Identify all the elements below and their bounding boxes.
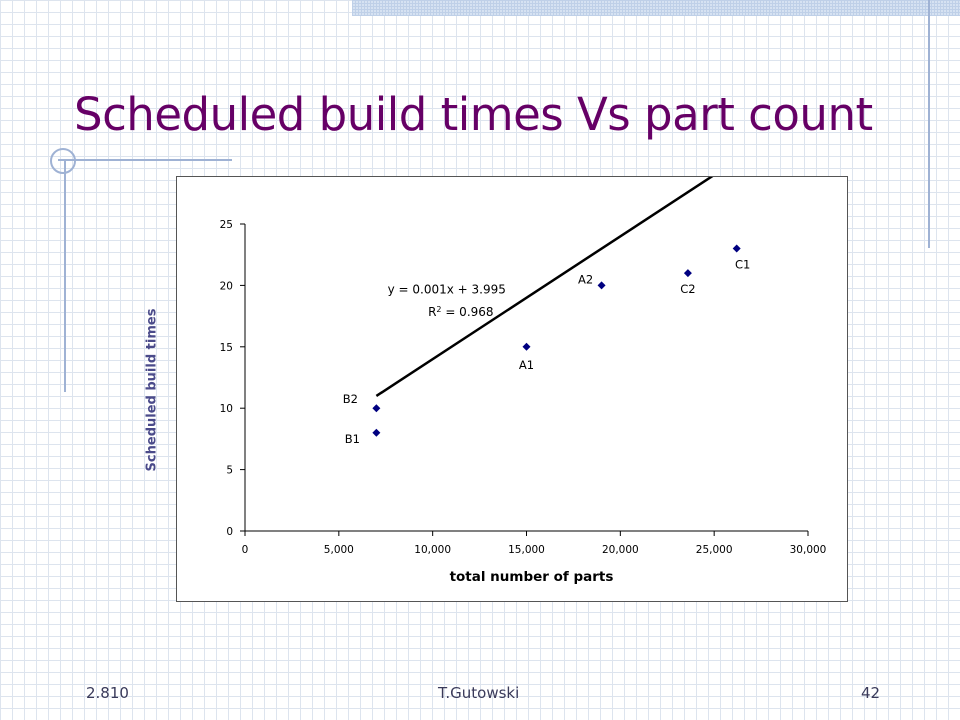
slide-title: Scheduled build times Vs part count (74, 88, 873, 141)
x-tick-label: 30,000 (790, 544, 827, 556)
footer-page-number: 42 (861, 684, 881, 702)
scatter-chart: 0 5,000 10,000 15,000 20,000 25,000 30,000 0 5 10… (220, 177, 827, 585)
data-point-b1 (372, 428, 381, 437)
data-point-b2 (372, 404, 381, 413)
data-point-a2 (597, 281, 606, 290)
point-label-a2: A2 (578, 272, 593, 286)
x-tick-label: 10,000 (414, 544, 451, 556)
y-tick-label: 0 (226, 526, 233, 538)
x-tick-label: 25,000 (696, 544, 733, 556)
trendline-r-squared: R2 = 0.968 (428, 305, 493, 320)
x-tick-label: 15,000 (508, 544, 545, 556)
decorative-top-bar (352, 0, 960, 16)
y-tick-label: 15 (220, 342, 233, 354)
x-axis-title: total number of parts (450, 569, 614, 585)
y-axis-label: Scheduled build times (144, 308, 160, 472)
decorative-horizontal-line (58, 159, 232, 161)
point-label-c2: C2 (680, 282, 695, 296)
trendline-equation: y = 0.001x + 3.995 (388, 282, 506, 296)
point-label-b1: B1 (345, 432, 360, 446)
point-label-c1: C1 (735, 258, 750, 272)
chart-frame: 0 5,000 10,000 15,000 20,000 25,000 30,000 0 5 10… (176, 176, 848, 602)
x-tick-label: 5,000 (324, 544, 354, 556)
decorative-circle (50, 148, 76, 174)
x-tick-label: 20,000 (602, 544, 639, 556)
y-tick-label: 5 (226, 465, 233, 477)
trendline (375, 177, 714, 398)
x-tick-label: 0 (242, 544, 249, 556)
decorative-left-line (64, 160, 66, 392)
data-point-a1 (522, 342, 531, 351)
footer-course-number: 2.810 (86, 684, 129, 702)
footer-author: T.Gutowski (438, 684, 520, 702)
data-point-c1 (732, 244, 741, 253)
y-tick-label: 20 (220, 280, 233, 292)
decorative-right-line (928, 0, 930, 248)
point-label-b2: B2 (343, 392, 358, 406)
point-label-a1: A1 (519, 358, 534, 372)
y-tick-label: 25 (220, 219, 233, 231)
y-tick-label: 10 (220, 403, 233, 415)
data-point-c2 (683, 269, 692, 278)
